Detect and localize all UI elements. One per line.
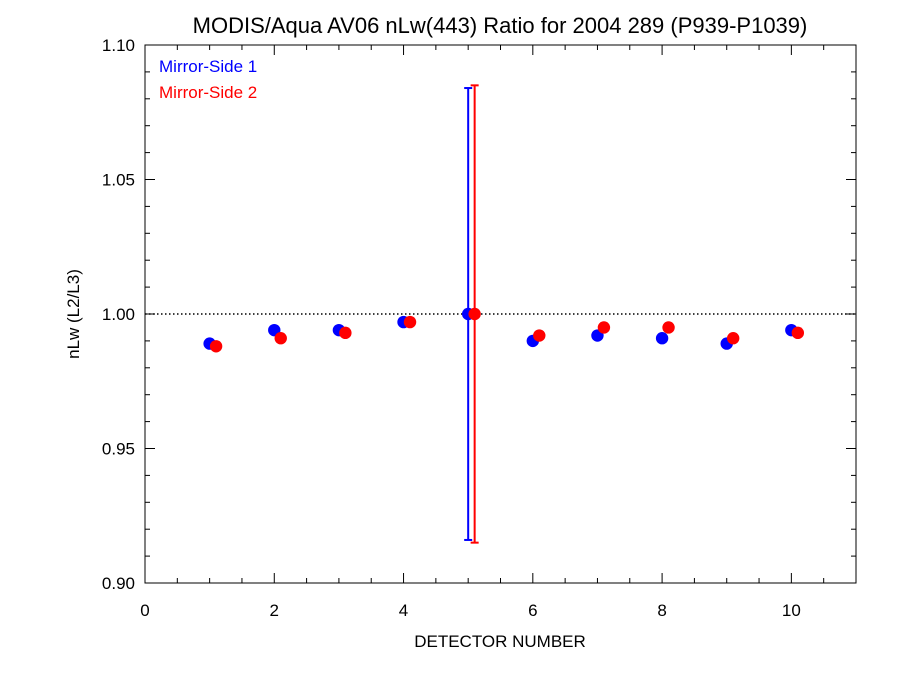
data-point-series-2	[662, 321, 675, 334]
data-point-series-1	[655, 332, 669, 345]
tick-labels: 0 2 4 6 8 10 0.90 0.95 1.00 1.05 1.10	[102, 36, 801, 620]
legend-entry: Mirror-Side 2	[159, 83, 257, 102]
data-marks	[203, 84, 805, 544]
x-tick-label: 6	[528, 601, 537, 620]
x-tick-label: 2	[270, 601, 279, 620]
data-point-series-2	[533, 329, 546, 342]
x-axis-label: DETECTOR NUMBER	[414, 632, 586, 651]
data-point-series-2	[468, 307, 481, 321]
y-tick-label: 1.05	[102, 171, 135, 190]
x-tick-label: 8	[657, 601, 666, 620]
data-point-series-2	[726, 332, 740, 345]
data-point-series-2	[791, 326, 805, 340]
x-tick-label: 10	[782, 601, 801, 620]
data-point-series-2	[209, 340, 223, 353]
x-tick-label: 0	[140, 601, 149, 620]
y-tick-label: 1.00	[102, 305, 135, 324]
y-tick-label: 1.10	[102, 36, 135, 55]
x-tick-label: 4	[399, 601, 408, 620]
legend: Mirror-Side 1 Mirror-Side 2	[159, 57, 257, 102]
data-point-series-2	[339, 326, 352, 340]
y-tick-label: 0.90	[102, 574, 135, 593]
chart-title: MODIS/Aqua AV06 nLw(443) Ratio for 2004 …	[193, 13, 808, 38]
data-point-series-2	[403, 315, 417, 329]
data-point-series-2	[274, 332, 287, 345]
data-point-series-2	[597, 321, 611, 334]
axis-ticks	[144, 44, 857, 584]
y-tick-label: 0.95	[102, 440, 135, 459]
y-axis-label: nLw (L2/L3)	[64, 269, 83, 359]
legend-entry: Mirror-Side 1	[159, 57, 257, 76]
